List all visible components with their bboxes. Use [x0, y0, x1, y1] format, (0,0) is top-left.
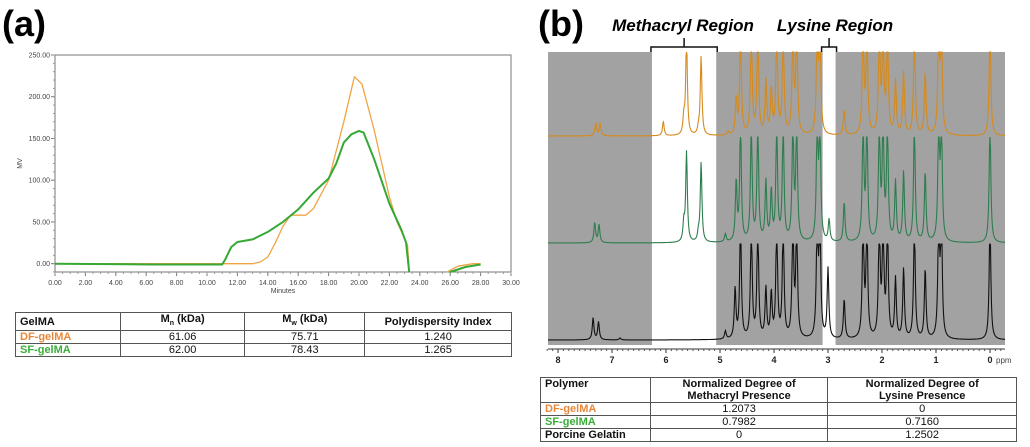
plot-frame: [54, 54, 512, 273]
x-tick-label: 28.00: [472, 280, 490, 287]
header-mn: Mn (kDa): [119, 311, 246, 332]
methacryl-region-band: [651, 52, 717, 345]
header-pdi: Polydispersity Index: [364, 311, 512, 332]
header-mw: Mw (kDa): [244, 311, 366, 332]
spectrum-background: [548, 52, 1005, 345]
cell-mw: 78.43: [244, 343, 366, 358]
x-tick-label: 0.00: [48, 280, 62, 287]
lysine-region-label: Lysine Region: [777, 16, 893, 35]
molecular-weight-table: GelMA Mn (kDa) Mw (kDa) Polydispersity I…: [15, 311, 512, 358]
y-tick-label: 200.00: [29, 94, 51, 101]
y-tick-label: 150.00: [29, 136, 51, 143]
x-tick-label: 20.00: [350, 280, 368, 287]
sf-gelma-trace: [449, 263, 481, 273]
cell-polymer: SF-gelMA: [540, 415, 651, 429]
methacryl-region-label: Methacryl Region: [612, 16, 754, 35]
sf-gelma-trace: [54, 129, 411, 273]
ppm-tick-label: 0: [987, 355, 992, 365]
header-methacryl: Normalized Degree of Methacryl Presence: [649, 377, 829, 403]
ppm-tick-label: 6: [663, 355, 668, 365]
x-tick-label: 10.00: [198, 280, 216, 287]
y-axis-label: MV: [17, 158, 24, 169]
ppm-tick-label: 3: [825, 355, 830, 365]
x-tick-label: 16.00: [289, 280, 307, 287]
x-tick-label: 4.00: [109, 280, 123, 287]
df-gelma-spectrum: [548, 51, 1005, 137]
x-tick-label: 18.00: [320, 280, 338, 287]
header-polymer: Polymer: [540, 377, 651, 403]
nmr-chart: 8 7 6 5 4 3 2 1 0 ppm: [546, 38, 1012, 365]
sf-gelma-spectrum: [548, 136, 1005, 244]
panel-a-label: (a): [2, 3, 46, 44]
cell-mn: 61.06: [119, 330, 246, 345]
ppm-tick-label: 1: [933, 355, 938, 365]
x-axis-label: Minutes: [271, 288, 296, 295]
header-gelma: GelMA: [15, 311, 121, 332]
lysine-region-band: [822, 52, 836, 345]
x-tick-label: 12.00: [229, 280, 247, 287]
cell-lysine: 1.2502: [827, 428, 1017, 442]
cell-lysine: 0.7160: [827, 415, 1017, 429]
cell-methacryl: 0: [649, 428, 829, 442]
ppm-tick-label: 5: [717, 355, 722, 365]
panel-b-label: (b): [538, 3, 584, 44]
x-tick-label: 8.00: [170, 280, 184, 287]
lysine-bracket: [820, 38, 838, 52]
cell-methacryl: 0.7982: [649, 415, 829, 429]
x-tick-label: 26.00: [441, 280, 459, 287]
nmr-table: Polymer Normalized Degree of Methacryl Pr…: [540, 377, 1017, 442]
cell-polymer: SF-gelMA: [15, 343, 121, 358]
table-header-row: GelMA Mn (kDa) Mw (kDa) Polydispersity I…: [15, 311, 512, 332]
cell-mn: 62.00: [119, 343, 246, 358]
table-row: SF-gelMA 0.7982 0.7160: [540, 415, 1017, 429]
table-row: DF-gelMA 61.06 75.71 1.240: [15, 330, 512, 345]
cell-polymer: DF-gelMA: [15, 330, 121, 345]
table-row: DF-gelMA 1.2073 0: [540, 402, 1017, 416]
cell-polymer: Porcine Gelatin: [540, 428, 651, 442]
ppm-tick-label: 2: [879, 355, 884, 365]
ppm-axis-label: ppm: [996, 356, 1012, 365]
methacryl-bracket: [650, 38, 718, 52]
cell-lysine: 0: [827, 402, 1017, 416]
header-lysine: Normalized Degree of Lysine Presence: [827, 377, 1017, 403]
y-tick-label: 0.00: [36, 261, 50, 268]
table-header-row: Polymer Normalized Degree of Methacryl Pr…: [540, 377, 1017, 403]
df-gelma-trace: [55, 76, 410, 273]
cell-methacryl: 1.2073: [649, 402, 829, 416]
ppm-tick-label: 8: [555, 355, 560, 365]
table-row: SF-gelMA 62.00 78.43 1.265: [15, 343, 512, 358]
df-gelma-trace: [446, 263, 481, 273]
cell-polymer: DF-gelMA: [540, 402, 651, 416]
x-tick-label: 22.00: [381, 280, 399, 287]
x-tick-label: 6.00: [139, 280, 153, 287]
cell-mw: 75.71: [244, 330, 366, 345]
y-tick-label: 100.00: [29, 178, 51, 185]
ppm-tick-label: 7: [609, 355, 614, 365]
table-row: Porcine Gelatin 0 1.2502: [540, 428, 1017, 442]
gpc-chart: 0.00 50.00 100.00 150.00 200.00 250.00 0.00 2.0…: [17, 53, 520, 296]
x-tick-label: 24.00: [411, 280, 429, 287]
x-tick-label: 2.00: [79, 280, 93, 287]
cell-pdi: 1.265: [364, 343, 512, 358]
porcine-gelatin-spectrum: [548, 242, 1005, 341]
cell-pdi: 1.240: [364, 330, 512, 345]
ppm-tick-label: 4: [771, 355, 776, 365]
x-tick-label: 30.00: [502, 280, 520, 287]
x-tick-label: 14.00: [259, 280, 277, 287]
y-tick-label: 250.00: [29, 53, 51, 60]
y-tick-label: 50.00: [32, 219, 50, 226]
